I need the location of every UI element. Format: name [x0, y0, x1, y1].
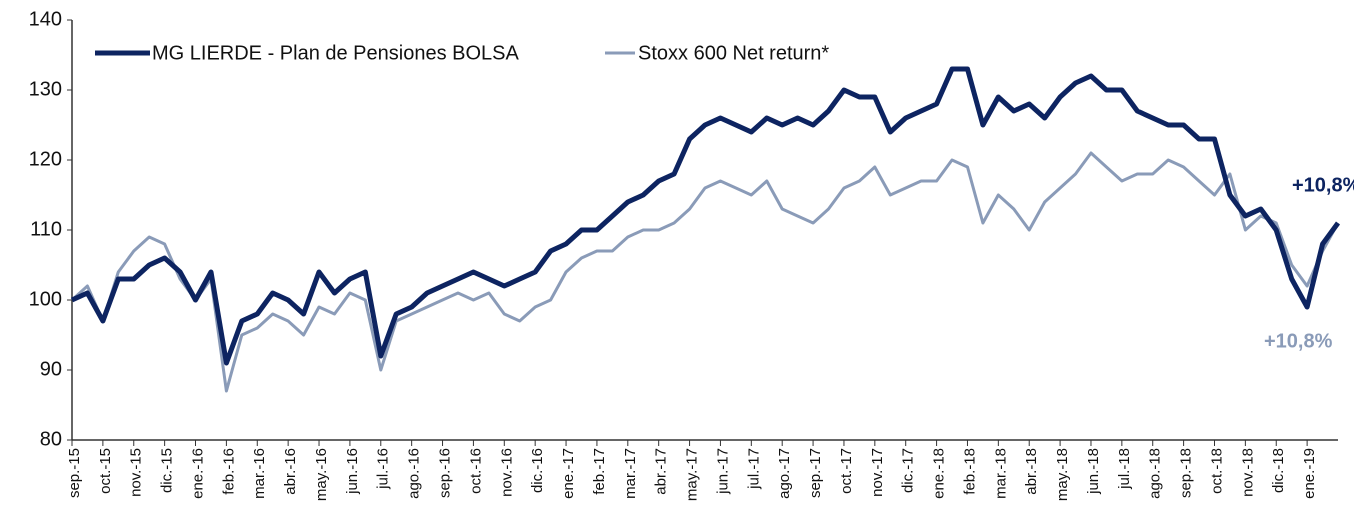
x-tick-label: dic.-18 [1270, 448, 1287, 493]
x-tick-label: oct.-16 [467, 448, 484, 494]
x-tick-label: feb.-18 [961, 448, 978, 495]
x-tick-label: ago.-18 [1147, 448, 1164, 499]
x-tick-label: oct.-15 [97, 448, 114, 494]
x-tick-label: ene.-19 [1301, 448, 1318, 499]
x-tick-label: nov.-16 [498, 448, 515, 497]
x-tick-label: jul.-18 [1116, 448, 1133, 490]
x-tick-label: abr.-18 [1023, 448, 1040, 495]
x-tick-label: jun.-17 [714, 448, 731, 495]
legend-label: MG LIERDE - Plan de Pensiones BOLSA [152, 42, 519, 64]
x-tick-label: oct.-18 [1208, 448, 1225, 494]
x-tick-label: abr.-16 [282, 448, 299, 495]
y-tick-label: 130 [29, 78, 62, 100]
x-tick-label: oct.-17 [838, 448, 855, 494]
y-tick-label: 90 [40, 358, 62, 380]
x-tick-label: jun.-18 [1085, 448, 1102, 495]
x-tick-label: may.-16 [313, 448, 330, 501]
y-tick-label: 110 [30, 218, 62, 240]
annotation: +10,8% [1292, 174, 1354, 196]
x-tick-label: jul.-16 [375, 448, 392, 490]
y-tick-label: 100 [29, 288, 62, 310]
series-line [70, 151, 1340, 393]
x-tick-label: jun.-16 [344, 448, 361, 495]
x-tick-label: ene.-17 [560, 448, 577, 499]
x-tick-label: sep.-16 [437, 448, 454, 498]
x-tick-label: sep.-15 [66, 448, 83, 498]
x-tick-label: dic.-17 [900, 448, 917, 493]
y-tick-label: 120 [29, 148, 62, 170]
x-tick-label: sep.-17 [807, 448, 824, 498]
x-tick-label: jul.-17 [745, 448, 762, 490]
x-tick-label: sep.-18 [1178, 448, 1195, 498]
y-tick-label: 80 [40, 428, 62, 450]
x-tick-label: feb.-17 [591, 448, 608, 495]
x-tick-label: nov.-18 [1239, 448, 1256, 497]
x-tick-label: dic.-16 [529, 448, 546, 493]
x-tick-label: ago.-16 [406, 448, 423, 499]
x-tick-label: dic.-15 [159, 448, 176, 493]
annotation: +10,8% [1264, 330, 1333, 352]
x-tick-label: ago.-17 [776, 448, 793, 499]
legend-label: Stoxx 600 Net return* [638, 42, 829, 64]
x-tick-label: nov.-17 [869, 448, 886, 497]
x-tick-label: nov.-15 [128, 448, 145, 497]
x-tick-label: mar.-16 [251, 448, 268, 499]
x-tick-label: ene.-18 [931, 448, 948, 499]
x-tick-label: abr.-17 [653, 448, 670, 495]
x-tick-label: may.-18 [1054, 448, 1071, 501]
series-line [70, 66, 1341, 366]
x-tick-label: ene.-16 [189, 448, 206, 499]
x-tick-label: may.-17 [684, 448, 701, 501]
x-tick-label: mar.-18 [992, 448, 1009, 499]
y-tick-label: 140 [29, 8, 62, 30]
x-tick-label: mar.-17 [622, 448, 639, 499]
x-tick-label: feb.-16 [220, 448, 237, 495]
